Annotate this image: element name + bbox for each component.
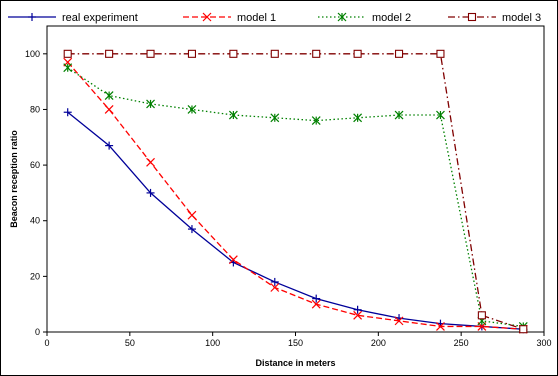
data-point — [270, 113, 280, 123]
data-point — [63, 108, 72, 117]
data-point — [353, 310, 363, 320]
x-tick-label: 300 — [536, 338, 551, 348]
y-tick-label: 40 — [30, 216, 40, 226]
legend-label: model 2 — [372, 12, 411, 24]
x-tick-label: 0 — [44, 338, 49, 348]
x-axis-ticks: 0 50 100 150 200 250 300 — [44, 332, 552, 348]
x-tick-label: 250 — [454, 338, 469, 348]
x-tick-label: 150 — [288, 338, 303, 348]
series-model-3 — [63, 49, 528, 334]
data-point — [187, 105, 197, 114]
data-point — [104, 91, 114, 100]
legend: real experiment model 1 model 2 model 3 — [8, 12, 541, 24]
legend-marker — [467, 12, 477, 22]
y-axis-ticks: 0 20 40 60 80 100 — [25, 49, 47, 337]
data-point — [436, 110, 445, 120]
axes — [46, 25, 545, 333]
data-point — [63, 49, 72, 58]
data-point — [187, 210, 197, 220]
y-tick-label: 80 — [30, 104, 40, 114]
y-tick-label: 60 — [30, 160, 40, 170]
legend-label: model 3 — [502, 12, 541, 24]
legend-marker — [28, 13, 36, 21]
data-point — [311, 299, 321, 309]
data-point — [312, 294, 321, 303]
data-point — [105, 49, 114, 58]
legend-label: model 1 — [237, 12, 276, 24]
data-point — [270, 283, 280, 292]
data-point — [270, 49, 279, 58]
data-point — [187, 49, 197, 58]
data-point — [63, 63, 73, 73]
data-point — [436, 49, 445, 58]
y-tick-label: 0 — [35, 327, 40, 337]
data-point — [353, 113, 363, 123]
data-point — [146, 188, 155, 197]
legend-label: real experiment — [62, 12, 138, 24]
legend-item: model 2 — [318, 12, 411, 24]
data-point — [146, 157, 155, 167]
legend-item: model 1 — [183, 12, 276, 24]
data-point — [394, 49, 404, 58]
data-point — [187, 225, 196, 234]
data-point — [104, 105, 114, 114]
data-point — [353, 305, 362, 314]
data-point — [394, 316, 404, 326]
series-line — [67, 67, 524, 328]
data-point — [353, 49, 362, 58]
data-point — [270, 277, 279, 286]
legend-marker — [337, 12, 347, 22]
data-point — [228, 110, 238, 120]
y-axis-label: Beacon reception ratio — [9, 130, 19, 228]
legend-item: model 3 — [448, 12, 541, 24]
legend-marker — [202, 12, 212, 22]
series-line — [67, 61, 524, 330]
data-point — [146, 49, 155, 58]
y-tick-label: 100 — [25, 49, 40, 59]
x-tick-label: 50 — [125, 338, 135, 348]
series-model-2 — [63, 63, 528, 331]
x-axis-label: Distance in meters — [255, 358, 335, 368]
x-tick-label: 100 — [205, 338, 220, 348]
data-point — [436, 322, 445, 331]
data-point — [229, 49, 238, 58]
data-point — [312, 49, 321, 58]
series-layer — [63, 49, 528, 334]
data-point — [394, 110, 404, 120]
x-tick-label: 200 — [371, 338, 386, 348]
data-point — [146, 99, 155, 109]
plot-area — [46, 25, 545, 333]
data-point — [519, 325, 528, 334]
data-point — [105, 141, 114, 150]
data-point — [228, 255, 238, 265]
series-line — [67, 53, 524, 330]
data-point — [311, 116, 321, 126]
data-point — [477, 311, 486, 320]
legend-item: real experiment — [8, 12, 138, 24]
y-tick-label: 20 — [30, 271, 40, 281]
series-line — [67, 111, 524, 330]
